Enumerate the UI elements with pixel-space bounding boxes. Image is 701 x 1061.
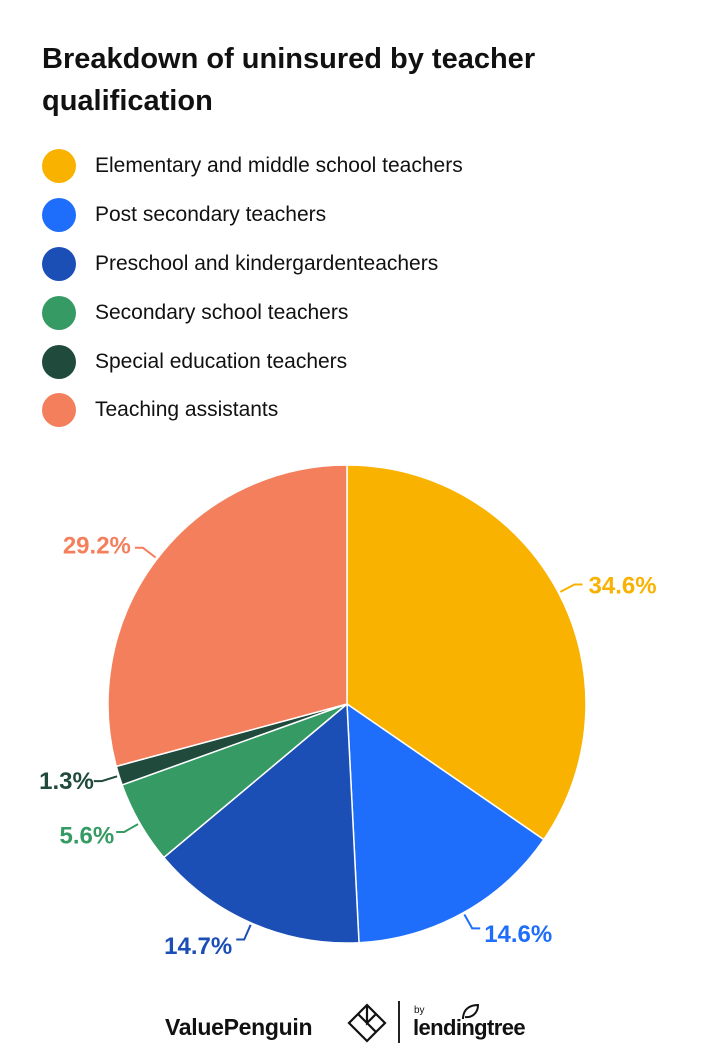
pie-slice bbox=[107, 464, 348, 768]
legend-label: Secondary school teachers bbox=[95, 300, 349, 324]
valuepenguin-logo-icon bbox=[347, 1003, 387, 1043]
pie-slice bbox=[346, 464, 587, 841]
chart-title: Breakdown of uninsured by teacher qualif… bbox=[42, 43, 536, 117]
leaf-icon bbox=[462, 1003, 480, 1020]
legend-item: Preschool and kindergardenteachers bbox=[42, 240, 463, 289]
legend-item: Teaching assistants bbox=[42, 386, 463, 435]
legend-label: Teaching assistants bbox=[95, 398, 279, 422]
legend-swatch bbox=[42, 393, 76, 428]
leader-line bbox=[134, 546, 157, 559]
by-text: by bbox=[414, 1005, 425, 1016]
leader-line bbox=[116, 823, 139, 833]
legend-label: Elementary and middle school teachers bbox=[95, 154, 463, 178]
data-label: 14.6% bbox=[484, 921, 552, 948]
legend-swatch bbox=[42, 149, 76, 184]
legend-swatch bbox=[42, 246, 76, 281]
lendingtree-logo-text: lendingtree bbox=[413, 1015, 526, 1040]
footer: ValuePenguin by lendingtree bbox=[0, 995, 701, 1055]
data-label: 5.6% bbox=[59, 823, 114, 850]
legend-swatch bbox=[42, 198, 76, 233]
legend-label: Post secondary teachers bbox=[95, 203, 327, 227]
leader-line bbox=[236, 924, 252, 941]
legend-item: Secondary school teachers bbox=[42, 288, 463, 337]
pie-slice bbox=[346, 702, 545, 944]
leader-line bbox=[93, 775, 118, 783]
legend-item: Post secondary teachers bbox=[42, 191, 463, 240]
data-label: 34.6% bbox=[589, 573, 657, 600]
valuepenguin-logo-text: ValuePenguin bbox=[165, 1014, 313, 1040]
footer-divider bbox=[398, 1001, 400, 1043]
legend: Elementary and middle school teachers Pos… bbox=[42, 142, 463, 435]
data-label: 29.2% bbox=[63, 532, 131, 559]
legend-item: Special education teachers bbox=[42, 337, 463, 386]
pie-chart: 34.6% 14.6% 14.7% 5.6% 1.3% 29.2% bbox=[39, 464, 657, 960]
legend-item: Elementary and middle school teachers bbox=[42, 142, 463, 191]
data-label: 14.7% bbox=[164, 933, 232, 960]
legend-swatch bbox=[42, 344, 76, 379]
data-label: 1.3% bbox=[39, 768, 94, 795]
legend-label: Preschool and kindergardenteachers bbox=[95, 251, 439, 275]
leader-line bbox=[559, 583, 583, 593]
legend-swatch bbox=[42, 295, 76, 330]
pie-slice bbox=[162, 702, 360, 944]
legend-label: Special education teachers bbox=[95, 349, 348, 373]
leader-line bbox=[463, 914, 481, 930]
